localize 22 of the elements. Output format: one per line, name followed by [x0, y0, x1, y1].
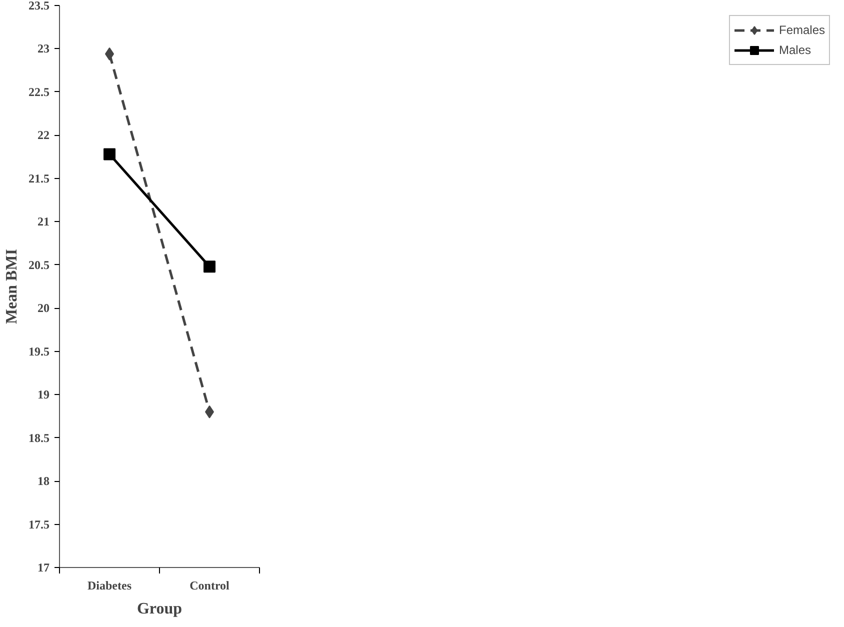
- y-tick-label: 23.5: [28, 0, 50, 12]
- x-tick-label: Control: [190, 578, 230, 592]
- y-axis-title: Mean BMI: [4, 248, 20, 324]
- y-tick-label: 20.5: [28, 258, 50, 272]
- legend-label: Males: [778, 43, 811, 57]
- y-tick-label: 19.5: [28, 344, 50, 358]
- point: [204, 260, 216, 273]
- point: [104, 148, 116, 160]
- x-tick-label: Diabetes: [88, 578, 132, 592]
- y-tick-label: 18: [38, 474, 50, 488]
- y-tick-label: 17.5: [28, 517, 50, 532]
- y-tick-label: 20: [38, 301, 50, 316]
- y-tick-label: 21.5: [28, 171, 50, 186]
- y-tick-label: 17: [38, 560, 50, 574]
- y-tick-label: 21: [38, 214, 50, 229]
- legend-label: Females: [778, 23, 825, 37]
- y-tick-label: 22.5: [28, 84, 50, 99]
- y-tick-label: 19: [38, 388, 50, 402]
- x-axis-title: Group: [136, 600, 182, 618]
- y-tick-label: 18.5: [28, 430, 50, 445]
- y-tick-label: 22: [38, 128, 50, 142]
- y-tick-label: 23: [38, 42, 50, 56]
